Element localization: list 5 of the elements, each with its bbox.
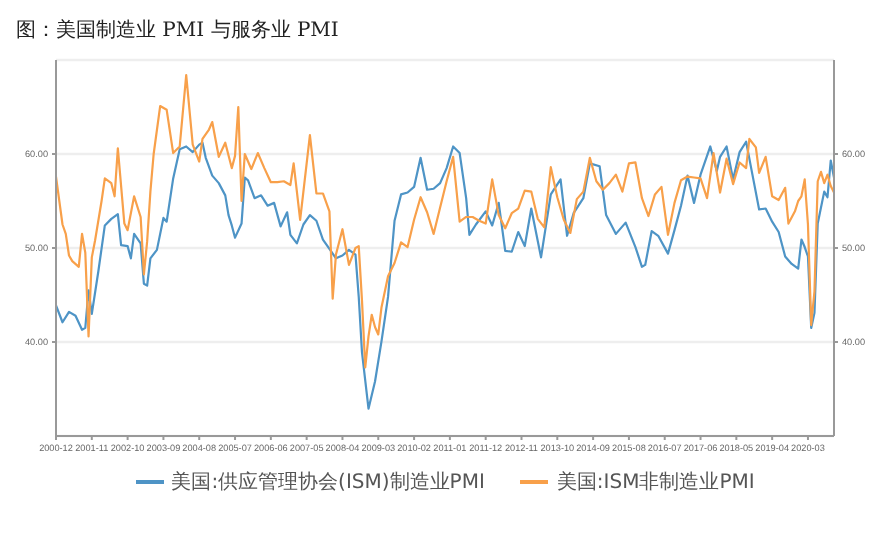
legend-label: 美国:供应管理协会(ISM)制造业PMI	[171, 469, 485, 496]
line-series	[56, 140, 834, 410]
line-series	[56, 73, 834, 369]
chart-title: 图：美国制造业 PMI 与服务业 PMI	[16, 17, 341, 44]
legend-label: 美国:ISM非制造业PMI	[556, 469, 755, 496]
